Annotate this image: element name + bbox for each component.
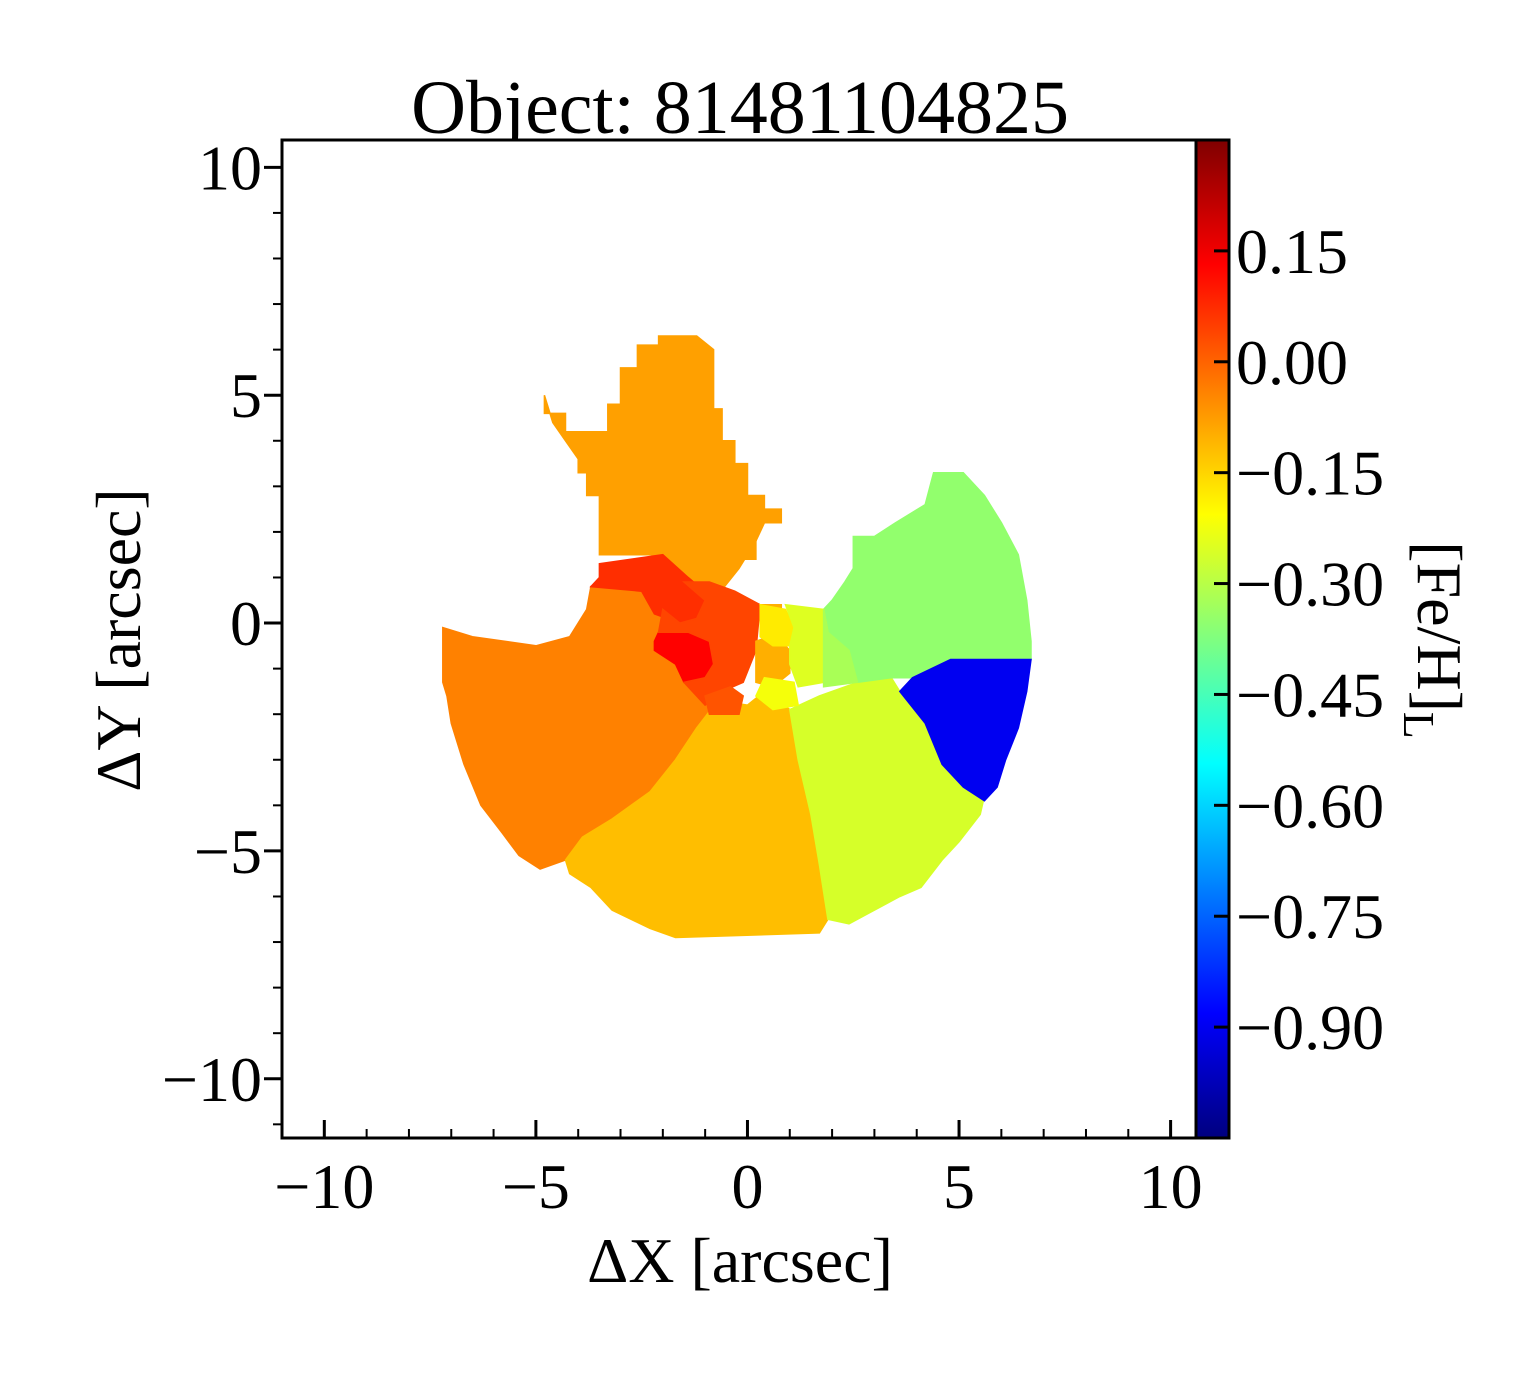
y-tick-label: 10 [198, 132, 262, 203]
bin-center-green [822, 609, 859, 688]
colorbar-tick-label: 0.15 [1236, 216, 1348, 287]
x-tick-label: 10 [1139, 1151, 1203, 1222]
colorbar-ticks: 0.15 0.00 −0.15 −0.30 −0.45 −0.60 −0.75 −0.90 [1214, 216, 1384, 1063]
x-tick-label: −5 [502, 1151, 570, 1222]
bin-center-south [754, 676, 800, 711]
colorbar: 0.15 0.00 −0.15 −0.30 −0.45 −0.60 −0.75 −0.90 [… [1194, 138, 1475, 1140]
colorbar-tick-label: −0.75 [1236, 881, 1384, 952]
bin-east-arm [729, 517, 757, 561]
colorbar-tick-label: −0.15 [1236, 438, 1384, 509]
plot-area: −10 −5 0 5 10 −10 −5 0 5 10 [162, 132, 1203, 1222]
y-tick-label: 0 [230, 588, 262, 659]
y-axis-ticks: −10 −5 0 5 10 [162, 132, 282, 1126]
bin-core-south [704, 685, 745, 715]
y-axis-label: ΔY [arcsec] [83, 488, 154, 791]
colorbar-tick-label: −0.60 [1236, 770, 1384, 841]
y-tick-label: −10 [162, 1044, 262, 1115]
x-tick-label: 0 [731, 1151, 763, 1222]
x-tick-label: 5 [943, 1151, 975, 1222]
x-tick-label: −10 [274, 1151, 374, 1222]
colorbar-tick-label: −0.90 [1236, 992, 1384, 1063]
colorbar-label-subscript: L [1394, 712, 1443, 739]
y-tick-label: −5 [194, 816, 262, 887]
x-axis-ticks: −10 −5 0 5 10 [274, 1120, 1203, 1222]
y-tick-label: 5 [230, 360, 262, 431]
colorbar-gradient [1194, 138, 1231, 1140]
x-axis-label: ΔX [arcsec] [587, 1225, 893, 1296]
bin-north-arm [543, 335, 783, 602]
bin-east-blob [898, 658, 1032, 802]
colorbar-tick-label: 0.00 [1236, 327, 1348, 398]
colorbar-label: [Fe/H]L [1394, 541, 1475, 739]
bin-southeast-lobe [788, 676, 986, 925]
colorbar-tick-label: −0.30 [1236, 549, 1384, 620]
data-bins [442, 335, 1032, 939]
colorbar-label-main: [Fe/H] [1404, 541, 1475, 712]
colorbar-tick-label: −0.45 [1236, 659, 1384, 730]
chart-title: Object: 81481104825 [411, 66, 1069, 150]
